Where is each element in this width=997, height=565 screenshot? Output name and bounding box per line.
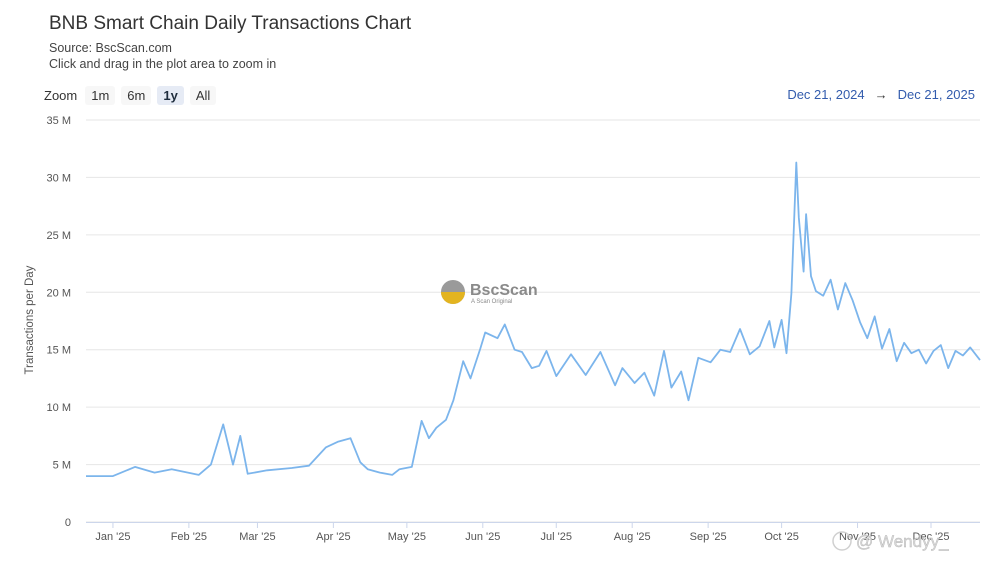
zoom-label: Zoom: [44, 88, 78, 103]
range-from-input[interactable]: Dec 21, 2024: [787, 87, 865, 102]
y-tick-label: 20 M: [47, 287, 71, 299]
watermark-tagline: A Scan Original: [471, 299, 512, 305]
y-ticks: 0 5 M 10 M 15 M 20 M 25 M 30 M 35 M: [47, 115, 71, 529]
y-tick-label: 5 M: [53, 460, 71, 472]
y-tick-label: 10 M: [47, 402, 71, 414]
x-tick-label: Sep '25: [690, 531, 727, 543]
x-tick-label: Oct '25: [764, 531, 799, 543]
range-to-input[interactable]: Dec 21, 2025: [897, 87, 975, 102]
date-range: Dec 21, 2024 → Dec 21, 2025: [787, 87, 975, 102]
x-tick-label: Feb '25: [171, 531, 207, 543]
x-tick-label: Jan '25: [95, 531, 130, 543]
chart-subtitle: Source: BscScan.com Click and drag in th…: [49, 41, 276, 72]
source-text: Source: BscScan.com: [49, 41, 172, 55]
zoom-controls: Zoom 1m 6m 1y All: [44, 86, 217, 105]
x-ticks: Jan '25 Feb '25 Mar '25 Apr '25 May '25 Jun '…: [95, 522, 949, 543]
y-tick-label: 30 M: [47, 172, 71, 184]
x-tick-label: May '25: [388, 531, 426, 543]
user-watermark: @ Wendyy_: [832, 531, 949, 551]
logo-accent-shape: [441, 292, 465, 304]
range-arrow: →: [874, 87, 888, 102]
chart-title: BNB Smart Chain Daily Transactions Chart: [49, 13, 412, 34]
y-tick-label: 0: [65, 517, 71, 529]
x-tick-label: Aug '25: [614, 531, 651, 543]
user-watermark-text: @ Wendyy_: [856, 532, 949, 551]
x-tick-label: Jul '25: [541, 531, 572, 543]
x-tick-label: Mar '25: [239, 531, 275, 543]
x-tick-label: Jun '25: [465, 531, 500, 543]
grid-lines: [86, 119, 980, 523]
watermark-name: BscScan: [470, 282, 538, 299]
zoom-1y-button[interactable]: 1y: [157, 86, 184, 105]
y-tick-label: 35 M: [47, 115, 71, 127]
zoom-hint: Click and drag in the plot area to zoom …: [49, 56, 277, 71]
zoom-all-button[interactable]: All: [189, 86, 217, 105]
user-avatar-icon: [832, 531, 852, 551]
zoom-6m-button[interactable]: 6m: [121, 86, 152, 105]
x-tick-label: Apr '25: [316, 531, 351, 543]
y-tick-label: 15 M: [47, 345, 71, 357]
series-line[interactable]: [86, 161, 981, 477]
y-tick-label: 25 M: [47, 230, 71, 242]
zoom-1m-button[interactable]: 1m: [85, 86, 116, 105]
x-tick-label: Dec '25: [913, 531, 950, 543]
bscscan-watermark: BscScan A Scan Original: [441, 280, 538, 305]
